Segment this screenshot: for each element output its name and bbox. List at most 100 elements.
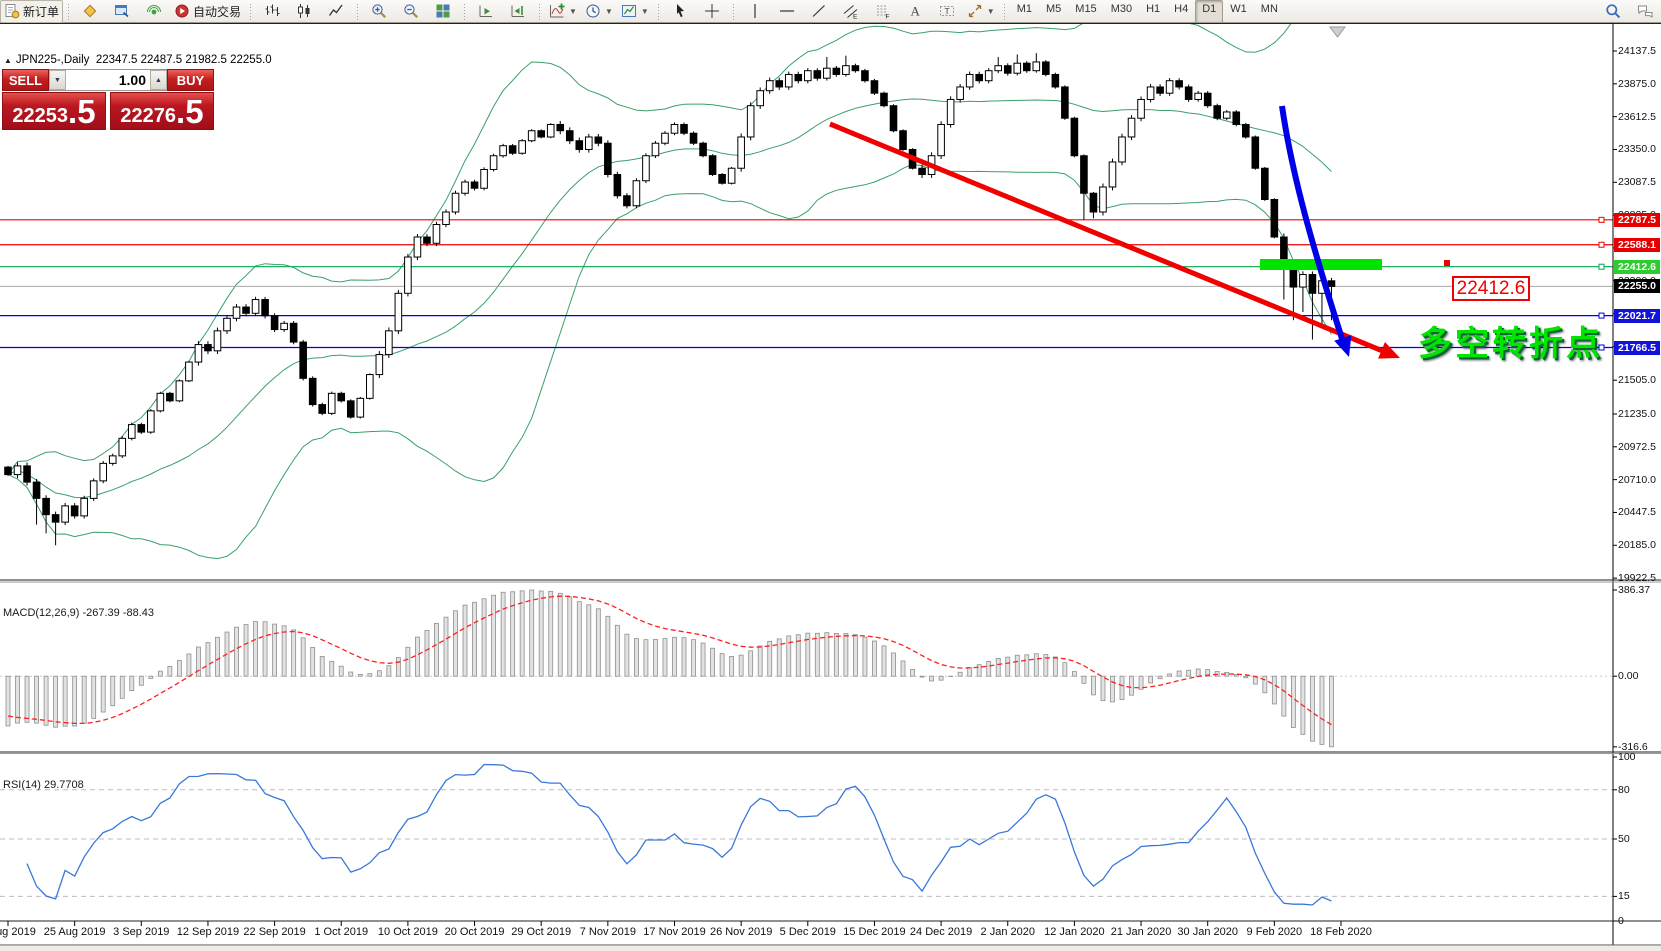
- timeframe-M30[interactable]: M30: [1110, 2, 1133, 15]
- timeframe-M5[interactable]: M5: [1046, 2, 1062, 15]
- date-axis-label: 29 Oct 2019: [511, 926, 572, 938]
- rsi-indicator-label: RSI(14) 29.7708: [3, 779, 84, 791]
- buy-price-panel[interactable]: 22276 .5: [110, 92, 214, 130]
- toolbar-indicators-button[interactable]: ▼: [545, 0, 581, 23]
- toolbar-tile-windows-button[interactable]: [427, 0, 459, 23]
- timeframe-H4[interactable]: H4: [1174, 2, 1189, 15]
- date-axis-label: 12 Sep 2019: [176, 926, 240, 938]
- sell-button[interactable]: SELL: [2, 69, 49, 91]
- signals-icon: [146, 3, 162, 19]
- toolbar-separator: [536, 1, 544, 21]
- date-axis-label: 25 Aug 2019: [43, 926, 106, 938]
- price-axis-tick: 20972.5: [1618, 440, 1656, 453]
- price-axis-tick: 21505.0: [1618, 374, 1656, 387]
- vertical-line-icon: [747, 3, 763, 19]
- chevron-down-icon: ▼: [569, 6, 577, 16]
- macd-axis-tick: 386.37: [1618, 584, 1651, 596]
- buy-button[interactable]: BUY: [167, 69, 214, 91]
- macd-indicator-label: MACD(12,26,9) -267.39 -88.43: [3, 607, 155, 619]
- chevron-down-icon: ▼: [604, 6, 613, 16]
- crosshair-icon: [704, 3, 720, 19]
- toolbar-horizontal-line-button[interactable]: [771, 0, 803, 23]
- toolbar-fibonacci-button[interactable]: F: [867, 0, 899, 23]
- timeframe-M15[interactable]: M15: [1075, 2, 1097, 15]
- toolbar-vertical-line-button[interactable]: [739, 0, 771, 23]
- toolbar-bar-chart-button[interactable]: [256, 0, 288, 23]
- collapse-arrow-icon[interactable]: ▲: [4, 56, 12, 65]
- one-click-trading-widget: SELL ▼ ▲ BUY 22253 .5 22276 .5: [2, 69, 214, 130]
- toolbar-candlestick-chart-button[interactable]: [288, 0, 320, 23]
- level-price-label: 21766.5: [1614, 340, 1660, 355]
- chat-icon: [1637, 3, 1653, 19]
- turning-point-annotation[interactable]: 多空转折点: [1418, 325, 1603, 363]
- toolbar: 新订单 自动交易 ▼ ▼ ▼ E F A T ▼ M1 M5 M15 M30 H1 H4 D1 W1 MN: [0, 0, 1661, 23]
- volume-input[interactable]: [66, 70, 150, 90]
- date-axis-label: 10 Oct 2019: [377, 926, 438, 938]
- toolbar-auto-scroll-button[interactable]: [470, 0, 502, 23]
- toolbar-chart-shift-button[interactable]: [502, 0, 534, 23]
- toolbar-chart-profile-button[interactable]: [74, 0, 106, 23]
- toolbar-equidistant-channel-button[interactable]: E: [835, 0, 867, 23]
- chart-ohlc-values: 22347.5 22487.5 21982.5 22255.0: [95, 54, 272, 66]
- chart-title: ▲ JPN225-,Daily 22347.5 22487.5 21982.5 2…: [4, 54, 272, 66]
- chevron-down-icon: ▼: [640, 6, 649, 16]
- text-label-icon: T: [939, 3, 955, 19]
- toolbar-text-button[interactable]: A: [899, 0, 931, 23]
- date-axis-label: 1 Oct 2019: [314, 926, 369, 938]
- toolbar-auto-trading-button[interactable]: 自动交易: [170, 0, 245, 23]
- timeframe-H1[interactable]: H1: [1146, 2, 1161, 15]
- buy-price-pips: .5: [176, 93, 204, 130]
- toolbar-zoom-in-button[interactable]: [363, 0, 395, 23]
- volume-increase-button[interactable]: ▲: [150, 70, 167, 90]
- timeframe-M1[interactable]: M1: [1016, 2, 1032, 15]
- svg-text:F: F: [885, 14, 889, 20]
- price-axis-tick: 23087.5: [1618, 176, 1656, 189]
- timeframe-W1[interactable]: W1: [1230, 2, 1247, 15]
- date-axis-label: 5 Aug 2019: [0, 926, 36, 938]
- price-axis-tick: 20710.0: [1618, 473, 1656, 486]
- toolbar-separator: [1000, 1, 1008, 21]
- auto-scroll-icon: [478, 3, 494, 19]
- toolbar-text-label-button[interactable]: T: [931, 0, 963, 23]
- toolbar-crosshair-button[interactable]: [696, 0, 728, 23]
- toolbar-search-button[interactable]: [1597, 0, 1629, 23]
- periods-icon: [585, 3, 601, 19]
- toolbar-separator: [247, 1, 255, 21]
- level-price-label: 22412.6: [1614, 259, 1660, 274]
- level-price-label: 22787.5: [1614, 212, 1660, 227]
- macd-axis-tick: -316.6: [1618, 740, 1648, 753]
- new-order-icon: [4, 3, 20, 19]
- current-price-label: 22255.0: [1614, 279, 1660, 294]
- sell-price-panel[interactable]: 22253 .5: [2, 92, 106, 130]
- level-price-label: 22021.7: [1614, 308, 1660, 323]
- chevron-down-icon: ▼: [986, 6, 995, 16]
- toolbar-new-order-button[interactable]: 新订单: [0, 0, 64, 23]
- date-axis-label: 2 Jan 2020: [980, 926, 1035, 938]
- toolbar-line-chart-button[interactable]: [320, 0, 352, 23]
- price-axis-tick: 23350.0: [1618, 143, 1656, 156]
- timeframe-MN[interactable]: MN: [1260, 2, 1278, 15]
- tile-windows-icon: [435, 3, 451, 19]
- level-price-label: 22588.1: [1614, 237, 1660, 252]
- svg-text:E: E: [853, 14, 858, 20]
- volume-decrease-button[interactable]: ▼: [49, 70, 66, 90]
- rsi-axis-tick: 0: [1618, 915, 1624, 927]
- horizontal-line-icon: [779, 3, 795, 19]
- toolbar-zoom-out-button[interactable]: [395, 0, 427, 23]
- bar-chart-icon: [264, 3, 280, 19]
- toolbar-periods-button[interactable]: ▼: [581, 0, 617, 23]
- toolbar-templates-button[interactable]: ▼: [617, 0, 653, 23]
- price-annotation-box[interactable]: 22412.6: [1452, 276, 1530, 301]
- toolbar-chat-button[interactable]: [1629, 0, 1661, 23]
- toolbar-cursor-button[interactable]: [664, 0, 696, 23]
- chart-window[interactable]: ▲ JPN225-,Daily 22347.5 22487.5 21982.5 2…: [0, 23, 1661, 945]
- toolbar-arrows-button[interactable]: ▼: [963, 0, 999, 23]
- arrows-icon: [967, 3, 983, 19]
- toolbar-new-chart-window-button[interactable]: [106, 0, 138, 23]
- price-axis-tick: 19922.5: [1618, 572, 1656, 585]
- line-chart-icon: [328, 3, 344, 19]
- date-axis-label: 15 Dec 2019: [843, 926, 906, 938]
- timeframe-D1[interactable]: D1: [1195, 0, 1224, 23]
- toolbar-signals-button[interactable]: [138, 0, 170, 23]
- toolbar-trendline-button[interactable]: [803, 0, 835, 23]
